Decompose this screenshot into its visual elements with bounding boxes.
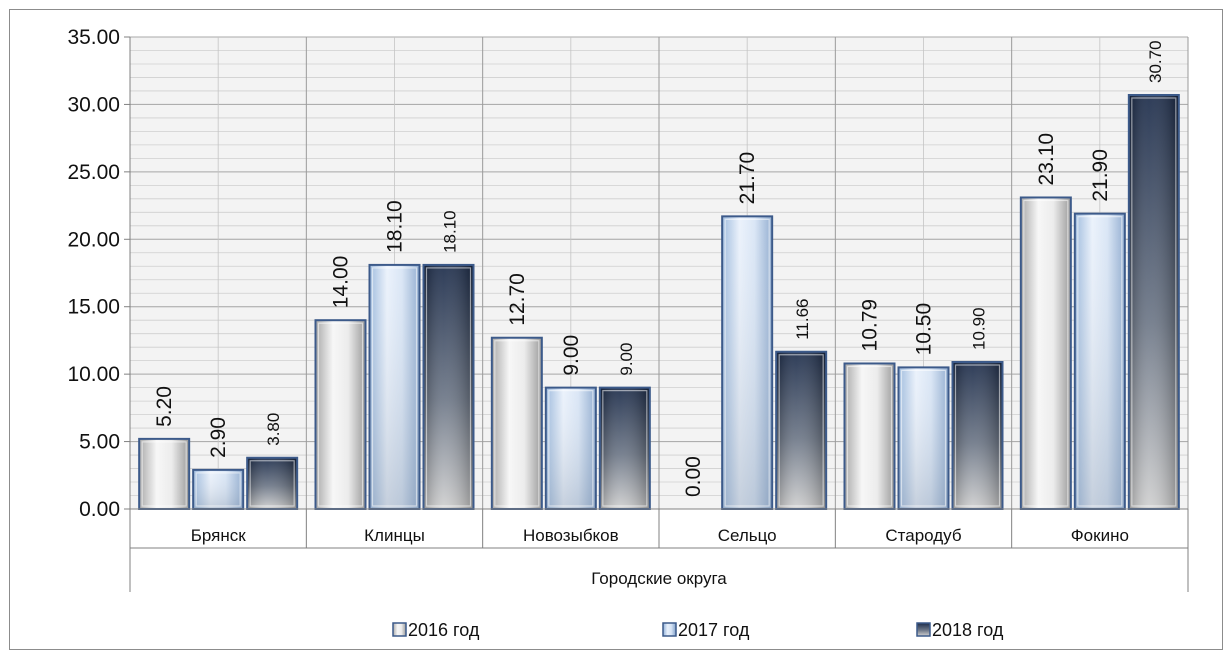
legend-swatch	[392, 622, 407, 637]
x-tick-label: Брянск	[191, 526, 247, 545]
bar-blue	[1073, 212, 1126, 510]
legend-swatch	[916, 622, 931, 637]
gridlines	[129, 36, 1189, 510]
x-tick-label: Клинцы	[364, 526, 425, 545]
bar-fill	[314, 319, 367, 511]
bar-blue	[544, 386, 597, 510]
bar-bevel	[724, 218, 770, 507]
data-labels: 5.20 2.90 3.80 14.00 18.10 18.10 12.70 9.00 9.00…	[153, 40, 1165, 497]
bar-dark	[246, 456, 299, 510]
y-tick-label: 25.00	[67, 161, 120, 184]
bar-bevel	[195, 472, 241, 507]
legend: 2016 год 2017 год 2018 год	[392, 620, 1004, 640]
data-label: 9.00	[617, 343, 636, 376]
bar-bevel	[425, 267, 472, 507]
x-tick-label: Сельцо	[718, 526, 777, 545]
x-tick-label: Стародуб	[885, 526, 961, 545]
x-group-label: Городские округа	[591, 569, 727, 588]
bar-light	[490, 336, 543, 510]
data-label: 2.90	[207, 417, 230, 458]
bar-light	[1019, 196, 1072, 510]
bar-shade	[546, 388, 595, 508]
bar-shade	[370, 265, 419, 508]
bar-shade	[600, 388, 649, 508]
data-label: 21.90	[1089, 149, 1112, 202]
axes: 0.00 5.00 10.00 15.00 20.00 25.00 30.00 35.00 Бр…	[67, 26, 1189, 592]
data-label: 11.66	[793, 298, 812, 339]
bar-bevel	[548, 390, 594, 507]
bar-dark	[775, 350, 828, 510]
bar-blue	[192, 468, 245, 510]
bar-light	[314, 319, 367, 511]
bar-light	[138, 437, 191, 511]
legend-label: 2017 год	[678, 620, 750, 640]
bar-shade	[723, 217, 772, 509]
bar-dark	[598, 386, 651, 510]
bar-bevel	[371, 267, 418, 507]
y-tick-label: 20.00	[67, 228, 120, 251]
bar-fill	[843, 362, 896, 510]
y-tick-label: 15.00	[67, 296, 120, 319]
y-tick-label: 5.00	[79, 431, 120, 454]
data-label: 5.20	[153, 386, 176, 427]
bar-bevel	[954, 364, 1001, 507]
bar-shade	[194, 470, 243, 508]
legend-label: 2018 год	[932, 620, 1004, 640]
bar-shade	[899, 368, 948, 508]
x-tick-label: Новозыбков	[523, 526, 619, 545]
bar-fill	[490, 336, 543, 510]
bar-bevel	[249, 460, 295, 507]
bar-blue	[897, 366, 950, 510]
data-label: 21.70	[736, 152, 759, 205]
y-tick-label: 30.00	[67, 93, 120, 116]
y-tick-label: 10.00	[67, 363, 120, 386]
bar-bevel	[1131, 97, 1177, 507]
data-label: 23.10	[1035, 133, 1058, 186]
bar-shade	[1129, 95, 1178, 508]
legend-item: 2018 год	[916, 620, 1004, 640]
data-label: 30.70	[1146, 40, 1165, 83]
bar-dark	[1127, 93, 1180, 510]
bar-shade	[777, 352, 826, 508]
data-label: 18.10	[384, 200, 407, 253]
data-label: 18.10	[441, 210, 460, 253]
legend-item: 2016 год	[392, 620, 480, 640]
legend-swatch	[662, 622, 677, 637]
data-label: 12.70	[506, 273, 529, 326]
bar-dark	[951, 361, 1004, 510]
legend-item: 2017 год	[662, 620, 750, 640]
bar-bevel	[778, 354, 824, 507]
bar-bevel	[602, 390, 648, 507]
bar-bevel	[141, 441, 187, 507]
bar-bevel	[317, 322, 364, 507]
bar-shade	[953, 363, 1002, 508]
legend-label: 2016 год	[408, 620, 480, 640]
data-label: 10.50	[913, 303, 936, 356]
bar-fill	[138, 437, 191, 511]
bar-bevel	[494, 340, 540, 507]
bar-shade	[1075, 214, 1124, 509]
bar-blue	[368, 263, 421, 510]
data-label: 10.90	[970, 307, 989, 350]
bar-bevel	[1023, 199, 1069, 507]
x-tick-label: Фокино	[1071, 526, 1129, 545]
y-tick-label: 0.00	[79, 498, 120, 521]
data-label: 10.79	[859, 299, 882, 352]
bar-bevel	[846, 365, 893, 507]
data-label: 0.00	[682, 456, 705, 497]
bar-bevel	[1077, 216, 1123, 507]
bar-shade	[424, 265, 473, 508]
data-label: 14.00	[330, 256, 353, 309]
data-label: 9.00	[560, 335, 583, 376]
bar-shade	[248, 458, 297, 508]
data-label: 3.80	[264, 413, 283, 446]
y-tick-label: 35.00	[67, 26, 120, 49]
bar-dark	[422, 263, 475, 510]
bar-bevel	[900, 369, 947, 507]
bar-light	[843, 362, 896, 510]
bar-blue	[721, 215, 774, 511]
bar-fill	[1019, 196, 1072, 510]
